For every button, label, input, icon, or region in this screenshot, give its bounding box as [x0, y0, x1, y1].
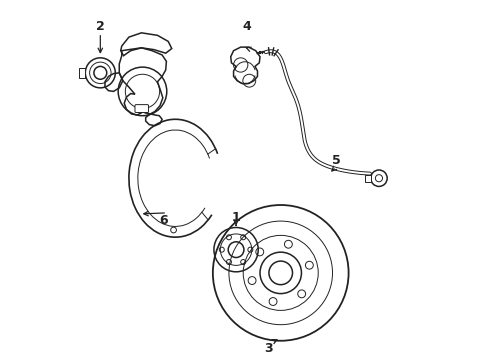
Text: 6: 6 — [159, 213, 168, 226]
Text: 5: 5 — [332, 154, 341, 167]
Bar — [366, 175, 371, 182]
Text: 3: 3 — [264, 342, 272, 355]
Bar — [79, 68, 85, 78]
Text: 2: 2 — [96, 20, 105, 33]
FancyBboxPatch shape — [135, 105, 148, 112]
Text: 4: 4 — [243, 20, 251, 33]
Text: 1: 1 — [232, 211, 241, 224]
